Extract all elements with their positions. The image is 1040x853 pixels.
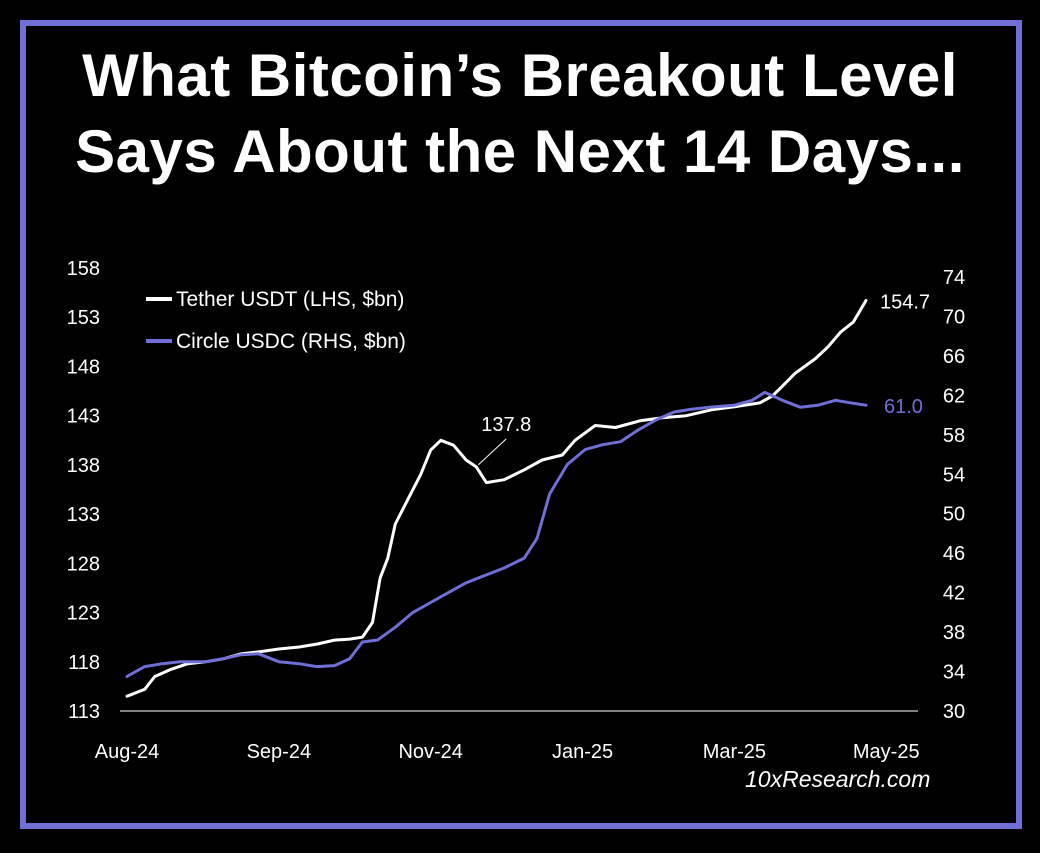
legend-label: Circle USDC (RHS, $bn) — [176, 330, 406, 353]
left-tick-label: 128 — [67, 553, 100, 575]
title-line-1: What Bitcoin’s Breakout Level — [82, 42, 958, 109]
right-tick-label: 66 — [943, 346, 965, 368]
x-tick-label: Sep-24 — [247, 741, 312, 763]
x-tick-label: May-25 — [853, 741, 920, 763]
left-tick-label: 158 — [67, 258, 100, 280]
usdt-series-line — [125, 299, 868, 698]
left-tick-label: 148 — [67, 356, 100, 378]
right-tick-label: 62 — [943, 385, 965, 407]
right-tick-label: 46 — [943, 543, 965, 565]
x-tick-label: Nov-24 — [398, 741, 462, 763]
right-tick-label: 50 — [943, 504, 965, 526]
usdc-end-label: 61.0 — [884, 396, 923, 418]
x-tick-label: Mar-25 — [703, 741, 766, 763]
source-credit: 10xResearch.com — [745, 766, 931, 792]
left-tick-label: 113 — [68, 701, 100, 723]
series-lines: 154.7 61.0 — [125, 291, 930, 698]
annotation-leader — [477, 438, 507, 466]
left-tick-label: 123 — [67, 603, 100, 625]
left-tick-label: 138 — [67, 455, 100, 477]
left-tick-label: 143 — [67, 406, 100, 428]
right-tick-label: 70 — [943, 306, 965, 328]
left-tick-label: 118 — [68, 652, 100, 674]
right-tick-label: 58 — [943, 425, 965, 447]
right-tick-label: 34 — [943, 662, 965, 684]
usdt-end-label: 154.7 — [880, 291, 930, 313]
page-title: What Bitcoin’s Breakout Level Says About… — [0, 38, 1040, 190]
x-axis-ticks: Aug-24 Sep-24 Nov-24 Jan-25 Mar-25 May-25 — [95, 741, 920, 763]
legend-label: Tether USDT (LHS, $bn) — [176, 288, 404, 311]
title-line-2: Says About the Next 14 Days... — [75, 118, 965, 185]
right-tick-label: 74 — [943, 267, 965, 289]
right-tick-label: 54 — [943, 464, 965, 486]
right-tick-label: 30 — [943, 701, 965, 723]
x-tick-label: Aug-24 — [95, 741, 160, 763]
right-tick-label: 38 — [943, 622, 965, 644]
annotations: 137.8 — [477, 414, 531, 466]
usdc-series-line — [125, 390, 868, 678]
left-tick-label: 133 — [67, 504, 100, 526]
chart-frame — [20, 20, 1022, 829]
x-tick-label: Jan-25 — [552, 741, 613, 763]
annotation-label: 137.8 — [481, 414, 531, 436]
right-axis-ticks: 74 70 66 62 58 54 50 46 42 38 34 30 — [943, 267, 965, 723]
left-tick-label: 153 — [67, 307, 100, 329]
right-tick-label: 42 — [943, 583, 965, 605]
legend: Tether USDT (LHS, $bn) Circle USDC (RHS, … — [146, 288, 406, 353]
left-axis-ticks: 158 153 148 143 138 133 128 123 118 113 — [67, 258, 100, 723]
